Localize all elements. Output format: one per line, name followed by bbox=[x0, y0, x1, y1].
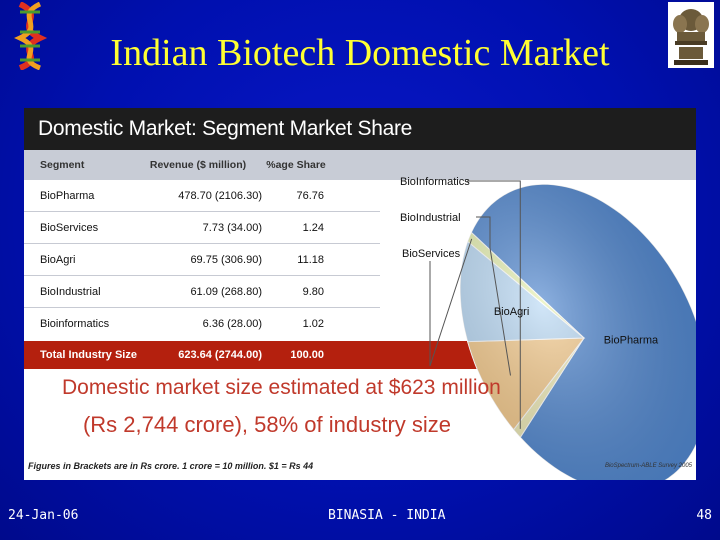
share-value: 9.80 bbox=[302, 285, 324, 298]
segment-name: BioAgri bbox=[40, 253, 76, 266]
share-value: 76.76 bbox=[296, 189, 324, 202]
pie-label-bioinformatics: BioInformatics bbox=[400, 176, 470, 188]
share-value: 1.02 bbox=[302, 318, 324, 330]
pie-label-bioindustrial: BioIndustrial bbox=[400, 212, 461, 224]
segment-name: BioPharma bbox=[40, 189, 95, 202]
slide-title: Indian Biotech Domestic Market bbox=[110, 32, 610, 74]
source-note: BioSpectrum-ABLE Survey 2005 bbox=[604, 463, 692, 469]
column-header-revenue: Revenue ($ million) bbox=[149, 159, 247, 171]
table-header: Segment Revenue ($ million) %age Share bbox=[24, 150, 696, 180]
table-row: Bioinformatics 6.36 (28.00) 1.02 bbox=[24, 308, 380, 340]
segment-name: Bioinformatics bbox=[40, 318, 110, 330]
footnote: Figures in Brackets are in Rs crore. 1 c… bbox=[28, 461, 314, 471]
total-label: Total Industry Size bbox=[40, 349, 137, 361]
pie-leader-line bbox=[429, 238, 473, 367]
revenue-value: 69.75 (306.90) bbox=[190, 253, 262, 266]
table-row: BioServices 7.73 (34.00) 1.24 bbox=[24, 212, 380, 244]
table-row: BioIndustrial 61.09 (268.80) 9.80 bbox=[24, 276, 380, 308]
market-share-panel: Domestic Market: Segment Market Share Se… bbox=[24, 108, 696, 480]
dna-helix-icon bbox=[14, 2, 48, 70]
national-emblem-icon bbox=[668, 2, 714, 68]
table-row: BioPharma 478.70 (2106.30) 76.76 bbox=[24, 180, 380, 212]
revenue-value: 6.36 (28.00) bbox=[202, 318, 262, 330]
panel-title: Domestic Market: Segment Market Share bbox=[24, 108, 696, 150]
share-value: 1.24 bbox=[302, 221, 324, 234]
column-header-segment: Segment bbox=[40, 159, 85, 171]
revenue-value: 61.09 (268.80) bbox=[190, 285, 262, 298]
page-number: 48 bbox=[696, 508, 712, 523]
column-header-share: %age Share bbox=[266, 159, 326, 171]
pie-leader-line bbox=[467, 180, 521, 429]
revenue-value: 478.70 (2106.30) bbox=[178, 189, 262, 202]
pie-label-biopharma: BioPharma bbox=[604, 335, 659, 347]
pie-label-bioagri: BioAgri bbox=[494, 306, 529, 318]
footer-center-text: BINASIA - INDIA bbox=[328, 508, 446, 523]
headline-line-2: (Rs 2,744 crore), 58% of industry size bbox=[82, 412, 452, 437]
revenue-value: 7.73 (34.00) bbox=[202, 221, 262, 234]
pie-leader-line bbox=[476, 216, 512, 376]
segment-name: BioIndustrial bbox=[40, 285, 101, 298]
footer-date: 24-Jan-06 bbox=[8, 508, 79, 523]
share-value: 11.18 bbox=[297, 253, 324, 266]
segment-name: BioServices bbox=[40, 221, 99, 234]
table-row: BioAgri 69.75 (306.90) 11.18 bbox=[24, 244, 380, 276]
pie-label-bioservices: BioServices bbox=[402, 248, 461, 260]
headline-line-1: Domestic market size estimated at $623 m… bbox=[62, 376, 501, 399]
total-revenue: 623.64 (2744.00) bbox=[178, 349, 262, 361]
total-share: 100.00 bbox=[290, 349, 324, 361]
